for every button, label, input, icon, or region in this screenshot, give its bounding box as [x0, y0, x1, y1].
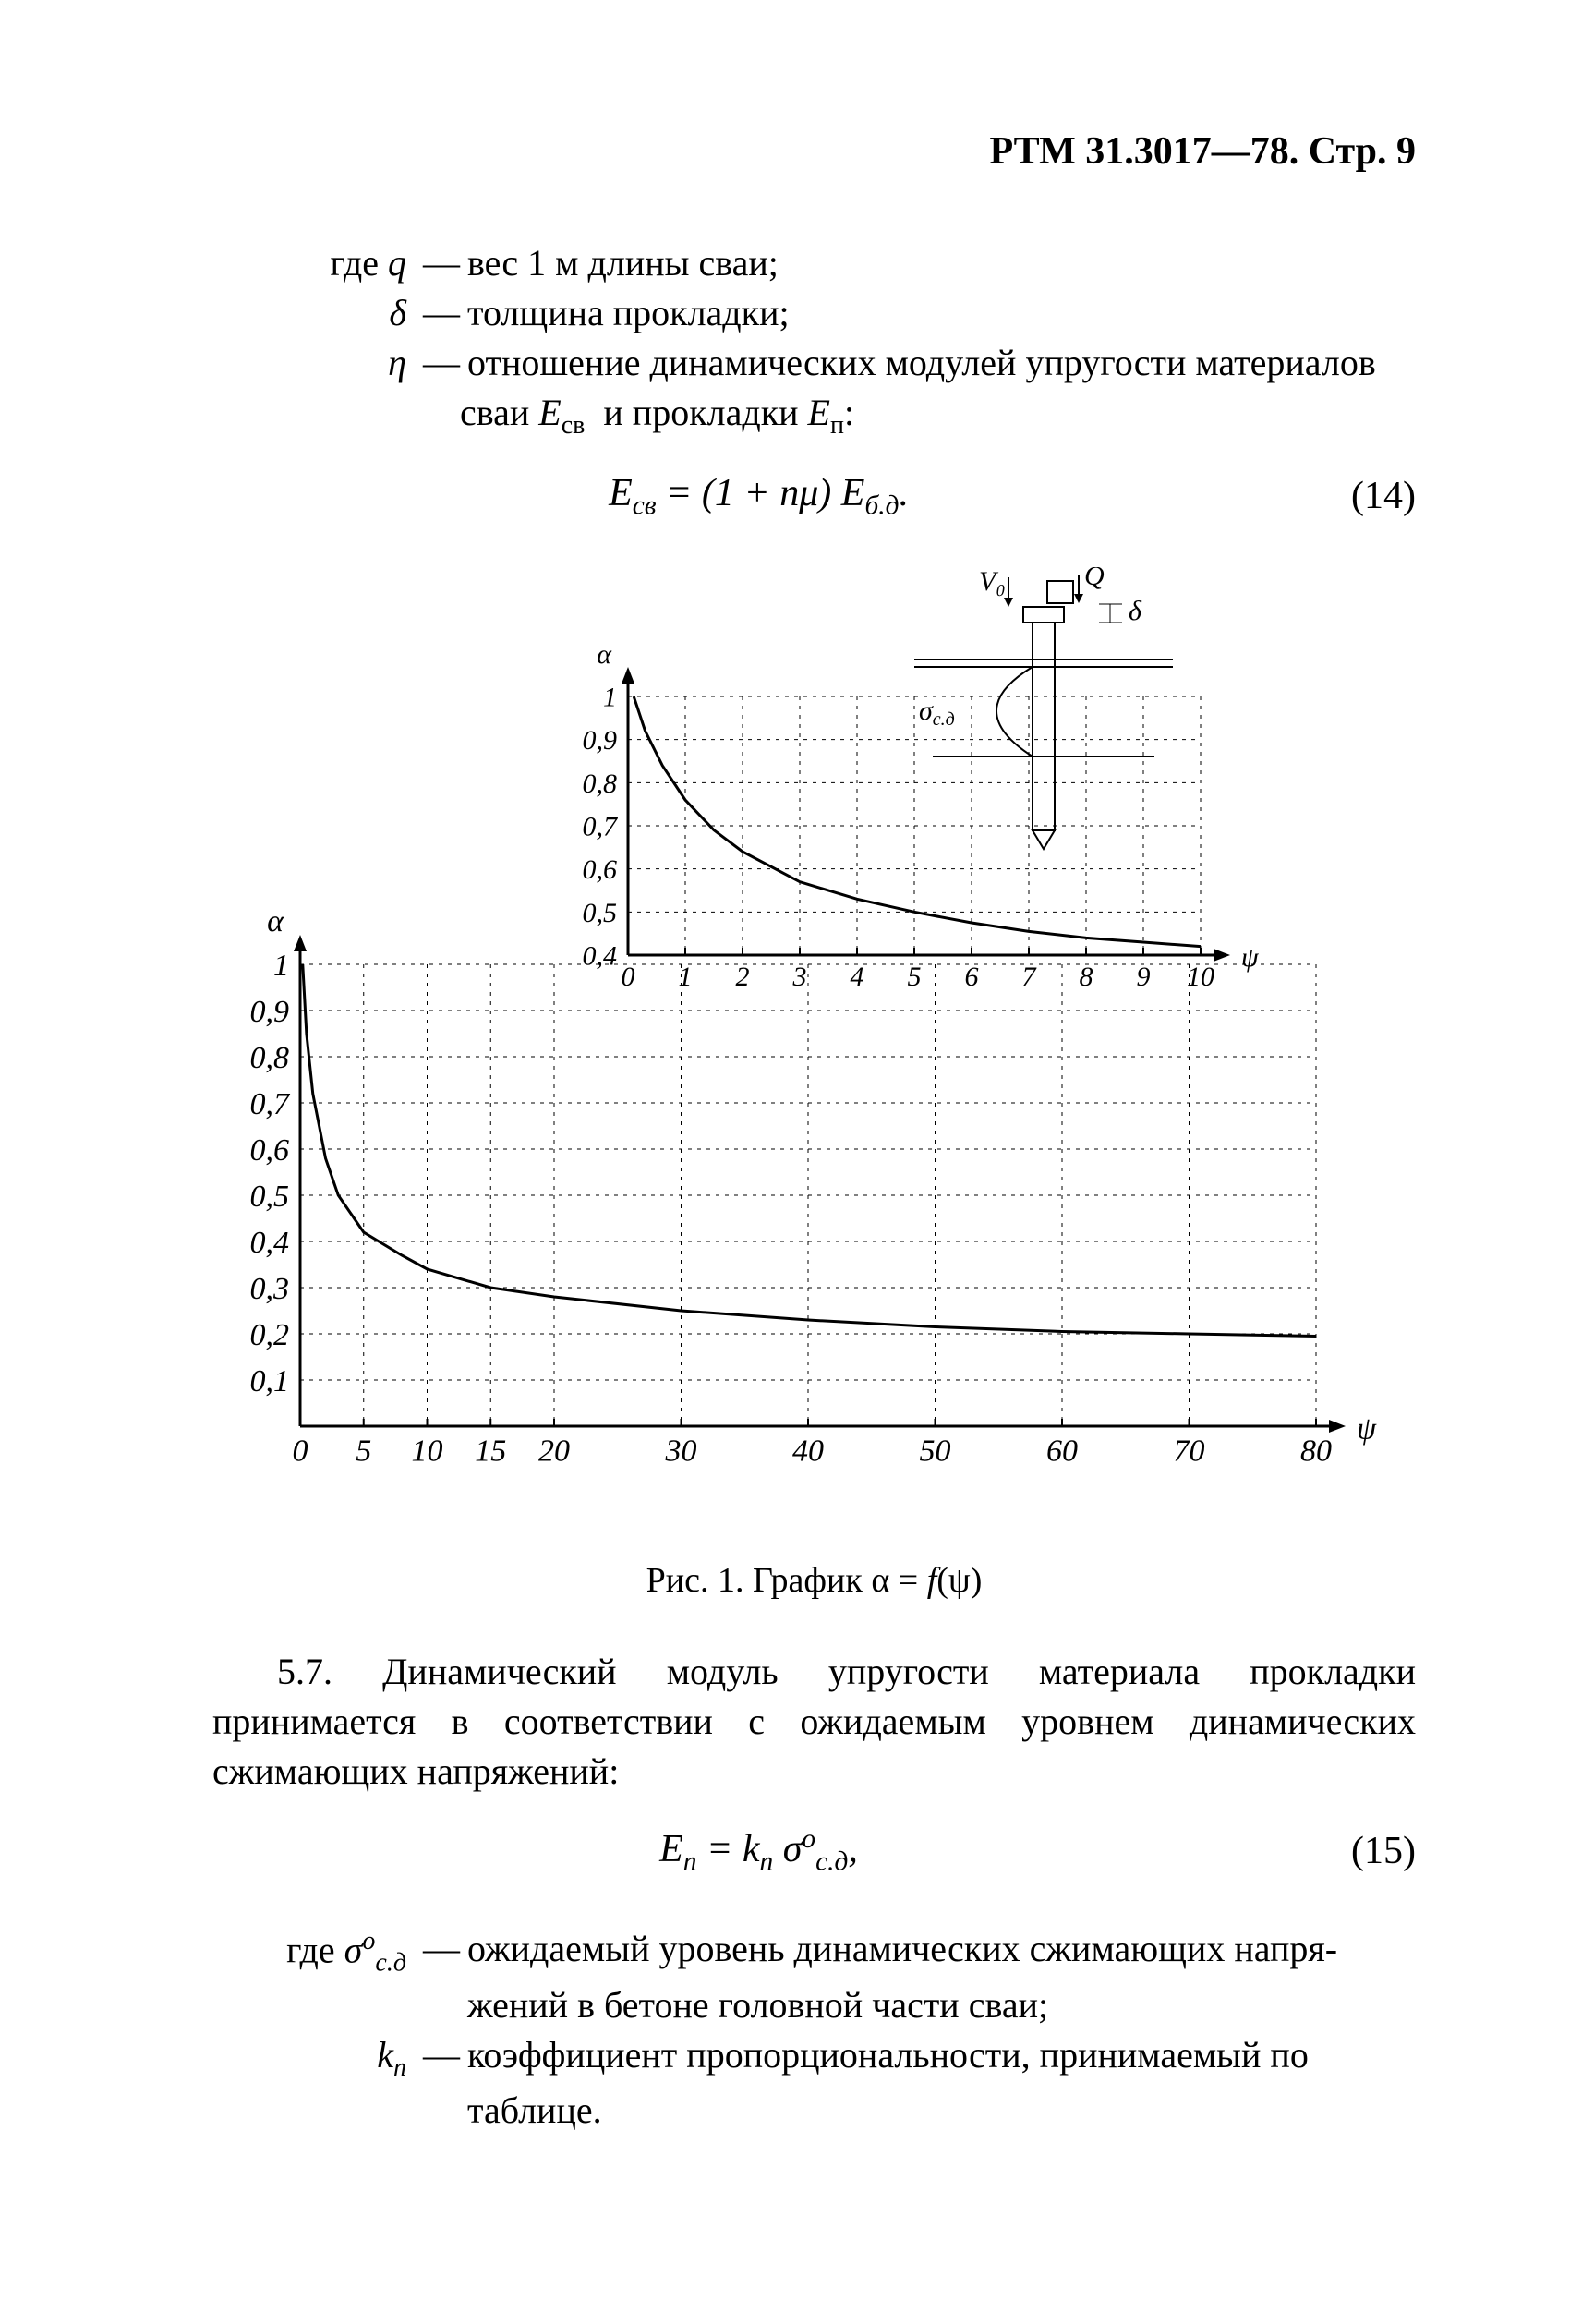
svg-text:5: 5 — [356, 1434, 371, 1469]
def-row: жений в бетоне головной части сваи; — [212, 1980, 1416, 2030]
svg-text:0,4: 0,4 — [250, 1226, 290, 1260]
svg-text:30: 30 — [665, 1434, 697, 1469]
figure-caption: Рис. 1. График α = f(ψ) — [212, 1560, 1416, 1601]
svg-text:0,5: 0,5 — [583, 898, 618, 928]
def-text: толщина прокладки; — [460, 288, 1416, 338]
equation-15: Eп = kп σос.д, (15) — [212, 1824, 1416, 1877]
svg-text:1: 1 — [273, 949, 289, 983]
svg-text:80: 80 — [1300, 1434, 1332, 1469]
def-row: где σос.д—ожидаемый уровень динамических… — [212, 1924, 1416, 1980]
svg-text:ψ: ψ — [1357, 1412, 1377, 1446]
svg-text:0,3: 0,3 — [250, 1272, 290, 1306]
equation-14: Eсв = (1 + nμ) Eб.д. (14) — [212, 471, 1416, 521]
svg-text:0,8: 0,8 — [583, 769, 618, 799]
def-text: коэффициент пропорциональности, принимае… — [460, 2030, 1416, 2080]
svg-text:α: α — [597, 639, 612, 670]
def-symbol: где σос.д — [212, 1924, 423, 1980]
svg-text:0,8: 0,8 — [250, 1041, 290, 1075]
svg-text:40: 40 — [792, 1434, 824, 1469]
svg-text:ψ: ψ — [1241, 942, 1260, 973]
def-symbol: η — [212, 338, 423, 388]
svg-text:10: 10 — [1187, 962, 1214, 992]
svg-text:0,9: 0,9 — [250, 995, 290, 1029]
svg-text:V₀: V₀ — [979, 567, 1006, 597]
def-row: где q — вес 1 м длины сваи; — [212, 238, 1416, 288]
def-row: η — отношение динамических модулей упруг… — [212, 338, 1416, 388]
figure-svg: 051015203040506070800,10,20,30,40,50,60,… — [212, 567, 1413, 1519]
svg-text:2: 2 — [736, 962, 750, 992]
svg-text:1: 1 — [679, 962, 693, 992]
definition-list-1: где q — вес 1 м длины сваи; δ — толщина … — [212, 238, 1416, 443]
equation-number: (14) — [1305, 474, 1416, 518]
paragraph-5-7: 5.7. Динамический модуль упругости матер… — [212, 1647, 1416, 1797]
svg-text:10: 10 — [412, 1434, 443, 1469]
svg-text:6: 6 — [965, 962, 979, 992]
svg-text:8: 8 — [1080, 962, 1093, 992]
def-row: таблице. — [212, 2086, 1416, 2136]
svg-text:1: 1 — [603, 683, 617, 713]
def-dash: — — [423, 1924, 460, 1974]
def-text: отношение динамических модулей упругости… — [460, 338, 1416, 388]
def-continuation: сваи Eсв и прокладки Eп: — [212, 388, 1416, 443]
equation-body: Eсв = (1 + nμ) Eб.д. — [212, 471, 1305, 521]
svg-text:δ: δ — [1129, 596, 1142, 626]
def-dash: — — [423, 2030, 460, 2080]
svg-text:3: 3 — [792, 962, 807, 992]
def-dash: — — [423, 288, 460, 338]
equation-body: Eп = kп σос.д, — [212, 1824, 1305, 1877]
def-text: ожидаемый уровень динамических сжимающих… — [460, 1924, 1416, 1974]
def-text: вес 1 м длины сваи; — [460, 238, 1416, 288]
svg-text:50: 50 — [920, 1434, 951, 1469]
svg-text:0,2: 0,2 — [250, 1318, 290, 1352]
svg-text:Q: Q — [1084, 567, 1105, 591]
svg-text:0: 0 — [622, 962, 635, 992]
svg-text:7: 7 — [1022, 962, 1038, 992]
equation-number: (15) — [1305, 1829, 1416, 1873]
svg-text:0,6: 0,6 — [250, 1133, 290, 1168]
svg-text:60: 60 — [1046, 1434, 1078, 1469]
svg-text:0,1: 0,1 — [250, 1364, 290, 1398]
def-text: таблице. — [460, 2086, 1416, 2136]
def-symbol: δ — [212, 288, 423, 338]
svg-text:20: 20 — [538, 1434, 570, 1469]
page-header: РТМ 31.3017—78. Стр. 9 — [212, 129, 1416, 174]
svg-text:70: 70 — [1174, 1434, 1205, 1469]
svg-text:0,6: 0,6 — [583, 854, 618, 885]
svg-text:0,9: 0,9 — [583, 725, 618, 756]
definition-list-2: где σос.д—ожидаемый уровень динамических… — [212, 1924, 1416, 2136]
figure-1: 051015203040506070800,10,20,30,40,50,60,… — [212, 567, 1416, 1523]
svg-text:0,7: 0,7 — [583, 812, 620, 842]
def-symbol: где q — [212, 238, 423, 288]
svg-text:0,4: 0,4 — [583, 941, 618, 972]
def-symbol: kп — [212, 2030, 423, 2086]
svg-text:15: 15 — [475, 1434, 506, 1469]
svg-text:0,5: 0,5 — [250, 1180, 290, 1214]
svg-text:4: 4 — [851, 962, 864, 992]
svg-text:0: 0 — [293, 1434, 308, 1469]
svg-text:σс.д: σс.д — [919, 696, 955, 730]
def-row: kп—коэффициент пропорциональности, прини… — [212, 2030, 1416, 2086]
def-dash: — — [423, 238, 460, 288]
svg-text:α: α — [267, 904, 284, 938]
svg-text:0,7: 0,7 — [250, 1087, 292, 1121]
def-dash: — — [423, 338, 460, 388]
svg-text:5: 5 — [908, 962, 922, 992]
svg-text:9: 9 — [1137, 962, 1151, 992]
def-text: жений в бетоне головной части сваи; — [460, 1980, 1416, 2030]
def-row: δ — толщина прокладки; — [212, 288, 1416, 338]
